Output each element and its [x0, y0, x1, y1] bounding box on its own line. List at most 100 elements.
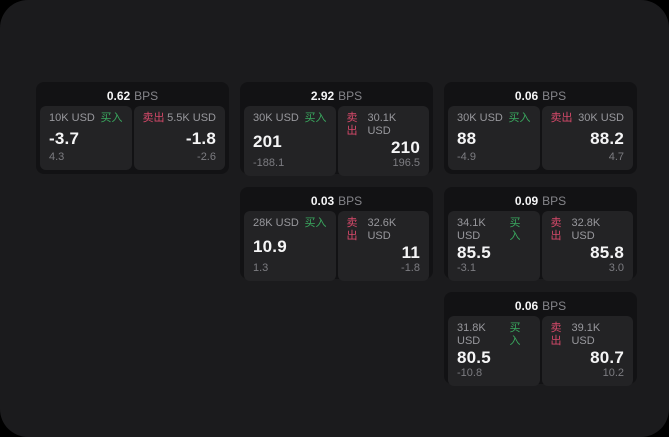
buy-change: -3.1 [457, 262, 476, 274]
sell-amount: 32.6K USD [367, 217, 397, 242]
buy-quote-panel[interactable]: 28K USD 买入 10.9 1.3 [244, 211, 336, 281]
buy-side-label: 买入 [509, 217, 521, 242]
buy-panel-header: 28K USD 买入 [253, 217, 327, 230]
bps-value: 0.09 [514, 194, 539, 208]
quote-panels: 30K USD 买入 88 -4.9 卖出 30K USD 88.2 4.7 [448, 106, 633, 170]
sell-quote-panel[interactable]: 卖出 32.8K USD 85.8 3.0 [541, 211, 633, 281]
sell-amount: 5.5K USD [167, 112, 216, 124]
buy-panel-header: 34.1K USD 买入 [457, 217, 531, 243]
buy-price: 80.5 [457, 348, 491, 367]
sell-quote-panel[interactable]: 卖出 5.5K USD -1.8 -2.6 [133, 106, 225, 170]
sell-price: -1.8 [185, 128, 216, 148]
sell-side-label: 卖出 [550, 217, 562, 242]
bps-header: 0.09 BPS [448, 191, 633, 211]
quote-card: 0.06 BPS 31.8K USD 买入 80.5 -10.8 卖出 39.1K… [444, 292, 637, 386]
quote-panels: 30K USD 买入 201 -188.1 卖出 30.1K USD 210 1… [244, 106, 429, 176]
sell-amount: 39.1K USD [571, 322, 601, 347]
quote-panels: 28K USD 买入 10.9 1.3 卖出 32.6K USD 11 -1.8 [244, 211, 429, 281]
bps-header: 0.03 BPS [244, 191, 429, 211]
bps-value: 0.06 [514, 89, 539, 103]
sell-side-label: 卖出 [142, 112, 165, 124]
sell-change: -2.6 [197, 151, 216, 163]
sell-change: 3.0 [608, 262, 624, 274]
buy-price: -3.7 [49, 128, 80, 148]
buy-change: -188.1 [253, 157, 285, 169]
buy-quote-panel[interactable]: 30K USD 买入 201 -188.1 [244, 106, 336, 176]
bps-value: 2.92 [310, 89, 335, 103]
buy-quote-panel[interactable]: 10K USD 买入 -3.7 4.3 [40, 106, 132, 170]
buy-panel-header: 30K USD 买入 [253, 112, 327, 125]
buy-quote-panel[interactable]: 31.8K USD 买入 80.5 -10.8 [448, 316, 540, 386]
buy-amount: 31.8K USD [457, 322, 486, 347]
buy-amount: 34.1K USD [457, 217, 486, 242]
buy-panel-header: 30K USD 买入 [457, 112, 531, 125]
sell-side-label: 卖出 [550, 112, 573, 124]
quote-card: 2.92 BPS 30K USD 买入 201 -188.1 卖出 30.1K U… [240, 82, 433, 176]
sell-price: 210 [391, 138, 420, 157]
quote-panels: 34.1K USD 买入 85.5 -3.1 卖出 32.8K USD 85.8… [448, 211, 633, 281]
bps-value: 0.62 [106, 89, 131, 103]
bps-unit-label: BPS [338, 89, 363, 103]
buy-panel-header: 31.8K USD 买入 [457, 322, 531, 348]
buy-side-label: 买入 [100, 112, 123, 124]
bps-value: 0.06 [514, 299, 539, 313]
sell-quote-panel[interactable]: 卖出 30K USD 88.2 4.7 [541, 106, 633, 170]
bps-header: 0.62 BPS [40, 86, 225, 106]
sell-panel-header: 卖出 30K USD [551, 112, 625, 125]
sell-panel-header: 卖出 32.8K USD [551, 217, 625, 243]
quote-card-grid: 0.62 BPS 10K USD 买入 -3.7 4.3 卖出 5.5K USD … [36, 82, 637, 386]
sell-quote-panel[interactable]: 卖出 39.1K USD 80.7 10.2 [541, 316, 633, 386]
buy-change: -10.8 [457, 367, 483, 379]
buy-side-label: 买入 [509, 322, 521, 347]
bps-unit-label: BPS [542, 299, 567, 313]
buy-amount: 28K USD [253, 217, 299, 229]
sell-side-label: 卖出 [346, 112, 358, 137]
sell-amount: 32.8K USD [571, 217, 601, 242]
bps-unit-label: BPS [542, 194, 567, 208]
quote-card: 0.06 BPS 30K USD 买入 88 -4.9 卖出 30K USD 88… [444, 82, 637, 174]
bps-unit-label: BPS [134, 89, 159, 103]
sell-quote-panel[interactable]: 卖出 30.1K USD 210 196.5 [337, 106, 429, 176]
bps-header: 0.06 BPS [448, 296, 633, 316]
sell-change: -1.8 [401, 262, 420, 274]
bps-value: 0.03 [310, 194, 335, 208]
buy-side-label: 买入 [304, 217, 327, 229]
buy-change: 4.3 [49, 151, 65, 163]
buy-price: 201 [253, 131, 282, 151]
quote-card: 0.03 BPS 28K USD 买入 10.9 1.3 卖出 32.6K USD… [240, 187, 433, 281]
bps-header: 2.92 BPS [244, 86, 429, 106]
buy-side-label: 买入 [304, 112, 327, 124]
sell-panel-header: 卖出 39.1K USD [551, 322, 625, 348]
quote-card: 0.09 BPS 34.1K USD 买入 85.5 -3.1 卖出 32.8K … [444, 187, 637, 281]
buy-panel-header: 10K USD 买入 [49, 112, 123, 125]
quote-panels: 10K USD 买入 -3.7 4.3 卖出 5.5K USD -1.8 -2.… [40, 106, 225, 170]
sell-price: 88.2 [590, 128, 624, 148]
sell-price: 11 [401, 243, 420, 262]
buy-price: 10.9 [253, 236, 287, 256]
sell-quote-panel[interactable]: 卖出 32.6K USD 11 -1.8 [337, 211, 429, 281]
sell-amount: 30K USD [578, 112, 624, 124]
quote-panels: 31.8K USD 买入 80.5 -10.8 卖出 39.1K USD 80.… [448, 316, 633, 386]
sell-change: 10.2 [602, 367, 624, 379]
buy-quote-panel[interactable]: 34.1K USD 买入 85.5 -3.1 [448, 211, 540, 281]
sell-panel-header: 卖出 30.1K USD [347, 112, 421, 138]
bps-unit-label: BPS [338, 194, 363, 208]
sell-price: 85.8 [590, 243, 624, 262]
buy-change: -4.9 [457, 151, 476, 163]
sell-change: 4.7 [608, 151, 624, 163]
sell-price: 80.7 [590, 348, 624, 367]
bps-unit-label: BPS [542, 89, 567, 103]
quote-card: 0.62 BPS 10K USD 买入 -3.7 4.3 卖出 5.5K USD … [36, 82, 229, 174]
bps-header: 0.06 BPS [448, 86, 633, 106]
buy-change: 1.3 [253, 262, 269, 274]
sell-panel-header: 卖出 32.6K USD [347, 217, 421, 243]
buy-amount: 30K USD [457, 112, 503, 124]
buy-quote-panel[interactable]: 30K USD 买入 88 -4.9 [448, 106, 540, 170]
buy-amount: 30K USD [253, 112, 299, 124]
buy-amount: 10K USD [49, 112, 95, 124]
sell-side-label: 卖出 [550, 322, 562, 347]
buy-price: 88 [457, 128, 477, 148]
sell-amount: 30.1K USD [367, 112, 397, 137]
